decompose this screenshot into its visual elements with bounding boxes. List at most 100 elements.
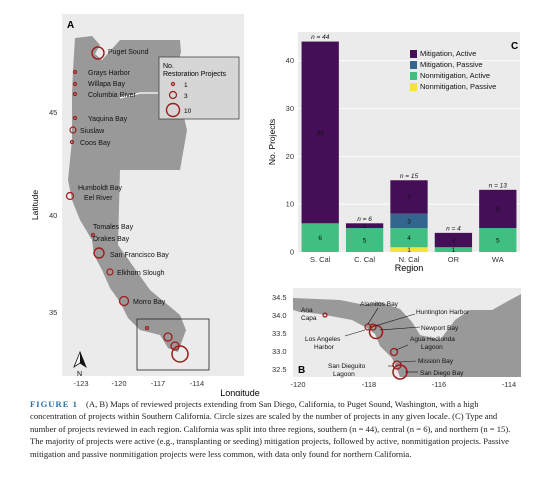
- data-label: 4: [407, 235, 411, 242]
- site-circle: [65, 191, 75, 201]
- site-label: Grays Harbor: [88, 70, 131, 77]
- legend-circle-small: [170, 81, 176, 87]
- bar-segment: [345, 223, 384, 229]
- legend-swatch: [410, 61, 417, 69]
- site-label: Puget Sound: [108, 49, 149, 56]
- x-tick: -120: [111, 379, 126, 388]
- legend-title: No.: [163, 63, 174, 70]
- site-label: Drakes Bay: [93, 236, 130, 243]
- site-label: Agua Hedionda Lagoon: [410, 336, 455, 351]
- y-tick-label: 20: [286, 152, 294, 161]
- y-tick: 34.5: [272, 293, 287, 302]
- svg-text:N: N: [77, 371, 82, 378]
- site-label: Newport Bay: [421, 325, 459, 332]
- site-circle: [72, 91, 78, 97]
- x-tick: -114: [502, 380, 516, 389]
- site-circle: [163, 332, 173, 342]
- bar-segment: [479, 189, 517, 229]
- site-label: Los Angeles Harbor: [305, 336, 341, 351]
- legend-entry: 10: [184, 108, 192, 115]
- site-circle: [72, 115, 78, 121]
- site-label: Willapa Bay: [88, 81, 125, 88]
- site-circle: [389, 347, 399, 357]
- bar-segment: [390, 228, 428, 248]
- y-tick: 32.5: [272, 365, 287, 374]
- panel-letter-a: A: [67, 20, 74, 31]
- caption-text: (A, B) Maps of reviewed projects extendi…: [30, 399, 511, 459]
- legend-label: Nonmitigation, Passive: [420, 82, 496, 91]
- site-label: Elkhorn Slough: [117, 270, 165, 277]
- site-label: San Dieguito Lagoon: [328, 363, 366, 378]
- chart-x-label: Region: [395, 263, 424, 273]
- legend-entry: 3: [184, 93, 188, 100]
- legend-swatch: [410, 50, 417, 58]
- figure: Puget Sound Grays Harbor Willapa Bay Col…: [30, 14, 521, 398]
- bar-segment: [434, 232, 473, 248]
- socal-land: [293, 294, 521, 377]
- panel-letter-c: C: [511, 41, 518, 52]
- data-label: 8: [496, 206, 500, 213]
- bar-segment: [301, 223, 339, 252]
- bar-total-label: n = 4: [446, 225, 461, 232]
- x-tick-label: C. Cal: [354, 255, 375, 264]
- site-label: Huntington Harbor: [416, 309, 470, 316]
- legend-entry: 1: [184, 82, 188, 89]
- legend-circle-large: [165, 102, 181, 118]
- legend-label: Nonmitigation, Active: [420, 71, 490, 80]
- site-circle: [369, 323, 377, 331]
- site-circle: [93, 247, 105, 259]
- y-tick-label: 40: [286, 56, 294, 65]
- legend-label: Mitigation, Active: [420, 49, 476, 58]
- site-circle: [106, 268, 114, 276]
- site-circles-b: [322, 312, 408, 380]
- legend-label: Mitigation, Passive: [420, 60, 483, 69]
- site-circle: [69, 139, 75, 145]
- data-label: 1: [452, 247, 456, 254]
- west-coast-land: [68, 36, 187, 352]
- site-label: Tomales Bay: [93, 224, 134, 231]
- site-circle: [171, 345, 189, 363]
- bar-total-label: n = 6: [357, 216, 372, 223]
- y-tick: 34.0: [272, 311, 287, 320]
- chart-x-ticks: S. Cal C. Cal N. Cal OR WA: [310, 255, 504, 264]
- north-arrow-icon: N: [73, 350, 87, 378]
- bar-total-label: n = 15: [400, 173, 419, 180]
- bar-segment: [479, 228, 517, 252]
- y-tick: 33.5: [272, 329, 287, 338]
- y-tick-label: 10: [286, 200, 294, 209]
- x-tick: -116: [432, 380, 446, 389]
- x-tick: -114: [190, 379, 204, 388]
- data-label: 38: [317, 130, 325, 137]
- site-circle: [144, 325, 150, 331]
- data-label: 7: [407, 195, 411, 202]
- site-circles-a: [65, 46, 189, 363]
- y-tick: 35: [49, 308, 57, 317]
- site-circle: [72, 81, 78, 87]
- x-tick-label: N. Cal: [399, 255, 420, 264]
- x-axis-label: Longitude: [220, 388, 260, 396]
- inset-box: [136, 318, 210, 371]
- y-axis-label: Latitude: [30, 190, 40, 221]
- bar-segment: [390, 247, 428, 252]
- site-label: Ana Capa: [301, 307, 317, 322]
- bar-segment: [390, 180, 428, 214]
- legend-swatch: [410, 72, 417, 80]
- legend-swatch: [410, 83, 417, 91]
- bar-total-label: n = 44: [311, 34, 330, 41]
- figure-label: FIGURE 1: [30, 399, 78, 409]
- panel-b-map: Ana Capa Alamitos Bay Huntington Harbor N…: [272, 288, 521, 389]
- size-legend: No. Restoration Projects 1 3 10: [158, 56, 240, 120]
- site-label: Yaquina Bay: [88, 116, 128, 123]
- site-circle: [90, 232, 96, 238]
- panel-a-map: Puget Sound Grays Harbor Willapa Bay Col…: [30, 14, 260, 398]
- site-label: Humboldt Bay: [78, 185, 122, 192]
- site-label: Siuslaw: [80, 128, 105, 135]
- y-tick: 45: [49, 108, 57, 117]
- data-label: 3: [407, 218, 411, 225]
- site-circle: [322, 312, 328, 318]
- leader-lines: [344, 307, 421, 373]
- figure-caption: FIGURE 1 (A, B) Maps of reviewed project…: [30, 398, 520, 460]
- site-label: Alamitos Bay: [360, 301, 399, 308]
- y-tick-label: 0: [290, 248, 294, 257]
